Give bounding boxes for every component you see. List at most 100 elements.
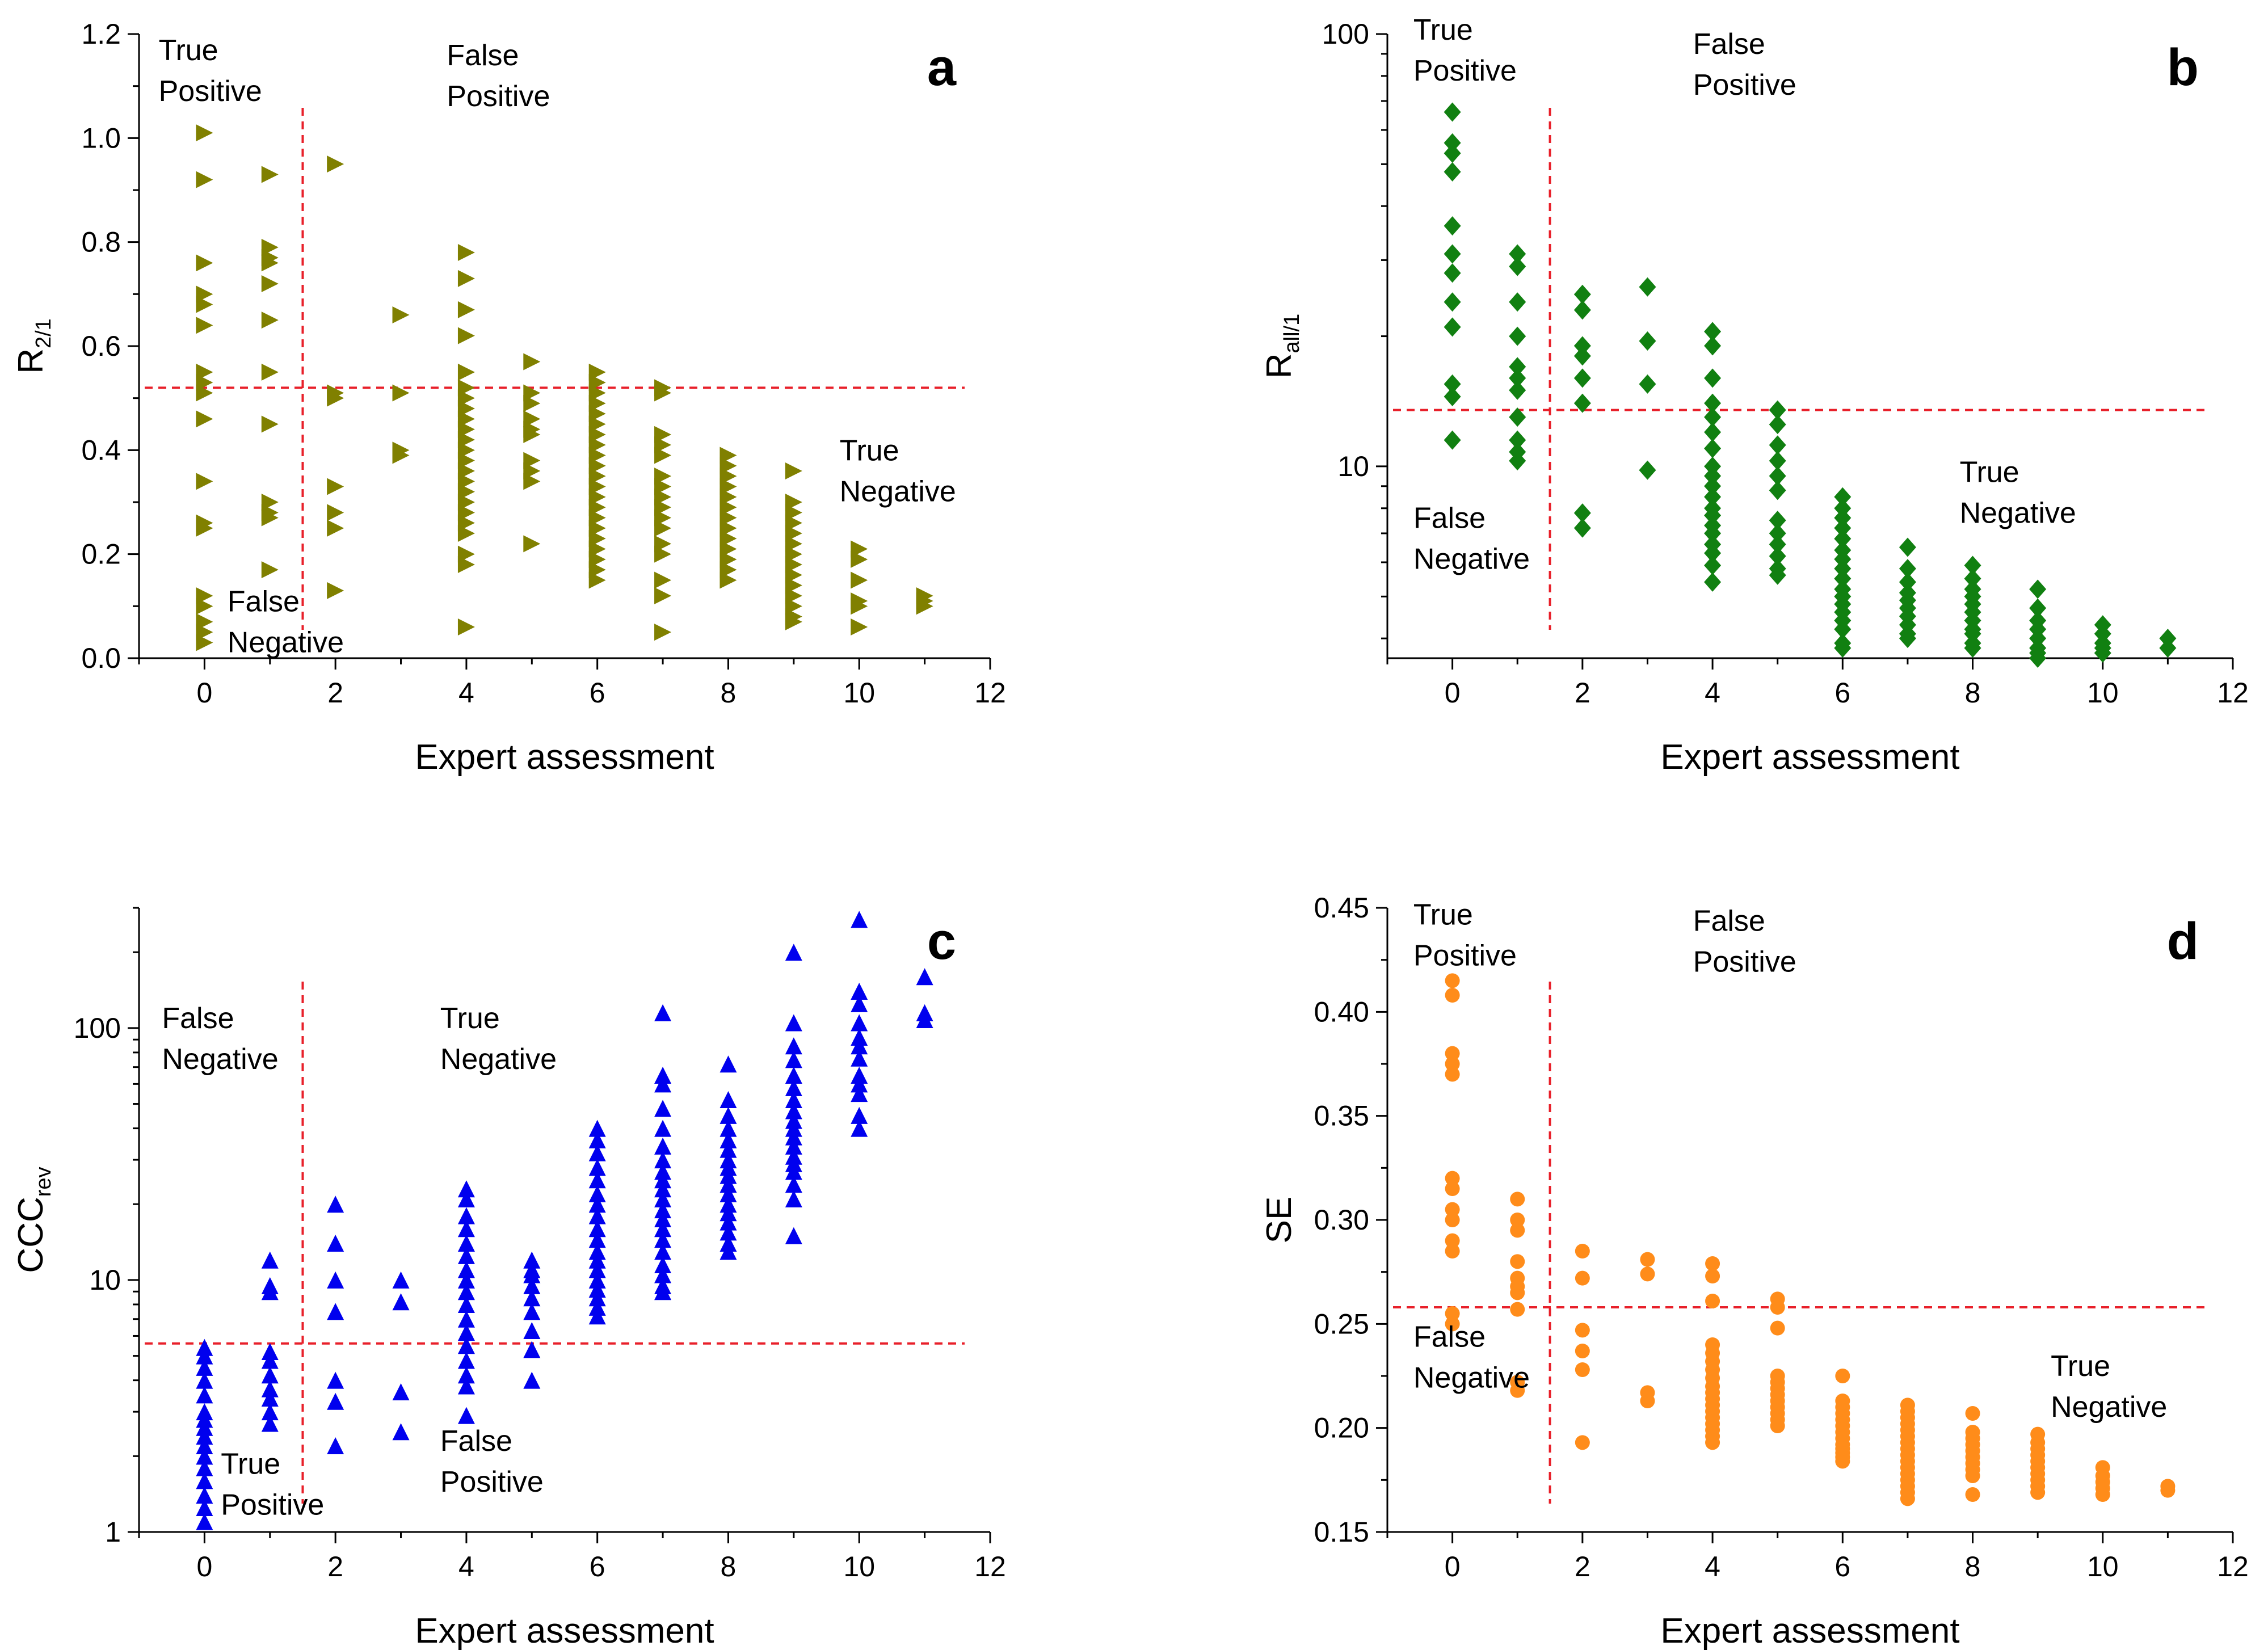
data-point bbox=[1770, 1419, 1785, 1433]
data-point bbox=[196, 384, 213, 402]
data-point bbox=[1444, 317, 1461, 337]
data-point bbox=[1835, 1369, 1850, 1383]
panel-letter: c bbox=[927, 912, 956, 970]
quadrant-label: False Positive bbox=[1693, 28, 1796, 102]
data-point bbox=[261, 166, 279, 183]
data-point bbox=[327, 504, 344, 521]
data-point bbox=[327, 1271, 344, 1289]
data-point bbox=[261, 312, 279, 329]
data-point bbox=[654, 519, 672, 537]
data-point bbox=[196, 634, 213, 651]
data-point bbox=[1834, 559, 1852, 579]
quadrant-label: True Negative bbox=[1960, 456, 2076, 530]
data-point bbox=[457, 1261, 475, 1278]
x-axis-title: Expert assessment bbox=[415, 738, 714, 777]
data-point bbox=[1640, 1394, 1655, 1408]
data-point bbox=[2160, 1483, 2176, 1498]
data-point bbox=[196, 1459, 213, 1476]
y-tick-label: 0.40 bbox=[1314, 996, 1369, 1028]
data-point bbox=[327, 582, 344, 599]
data-point bbox=[916, 597, 933, 615]
data-point bbox=[785, 1066, 802, 1084]
data-point bbox=[196, 1347, 213, 1365]
data-point bbox=[1509, 244, 1526, 264]
data-point bbox=[1964, 569, 1981, 588]
data-point bbox=[851, 1119, 868, 1137]
data-point bbox=[1965, 1468, 1980, 1483]
data-point bbox=[588, 1119, 606, 1137]
data-point bbox=[261, 1366, 279, 1384]
data-point bbox=[1509, 368, 1526, 388]
data-point bbox=[1575, 1344, 1590, 1358]
data-point bbox=[1835, 1454, 1850, 1469]
data-point bbox=[1445, 1181, 1460, 1196]
data-point bbox=[261, 509, 279, 527]
data-point bbox=[719, 1176, 737, 1193]
data-point bbox=[261, 1283, 279, 1300]
data-point bbox=[1445, 1306, 1460, 1321]
data-point bbox=[1573, 346, 1591, 366]
data-point bbox=[654, 1075, 672, 1093]
data-point bbox=[457, 1247, 475, 1264]
data-point bbox=[196, 1428, 213, 1445]
data-point bbox=[523, 1322, 541, 1340]
data-point bbox=[1445, 988, 1460, 1003]
data-point bbox=[588, 1144, 606, 1161]
data-point bbox=[1769, 435, 1786, 455]
data-point bbox=[2029, 598, 2047, 618]
data-point bbox=[196, 124, 213, 142]
data-point bbox=[785, 1137, 802, 1155]
data-point bbox=[1509, 380, 1526, 400]
data-point bbox=[1444, 102, 1461, 122]
data-point bbox=[1573, 503, 1591, 523]
data-point bbox=[785, 1227, 802, 1244]
data-point bbox=[1575, 1244, 1590, 1258]
data-point bbox=[1834, 569, 1852, 588]
data-point bbox=[1704, 555, 1722, 575]
data-point bbox=[1445, 1233, 1460, 1248]
data-point bbox=[457, 1271, 475, 1289]
data-point bbox=[523, 1303, 541, 1320]
data-point bbox=[1510, 1213, 1525, 1227]
data-point bbox=[457, 1180, 475, 1198]
data-point bbox=[1769, 546, 1786, 566]
data-point bbox=[588, 1131, 606, 1148]
quadrant-label: False Negative bbox=[228, 586, 344, 659]
data-point bbox=[851, 995, 868, 1012]
x-axis-title: Expert assessment bbox=[1660, 738, 1959, 777]
data-point bbox=[1704, 407, 1722, 427]
data-point bbox=[1834, 487, 1852, 507]
data-point bbox=[785, 1176, 802, 1193]
data-point bbox=[392, 306, 410, 323]
data-point bbox=[1445, 973, 1460, 988]
x-tick-label: 12 bbox=[974, 1551, 1006, 1582]
data-point bbox=[1444, 374, 1461, 394]
data-point bbox=[785, 1079, 802, 1096]
data-point bbox=[654, 624, 672, 641]
y-axis-title: CCCrev bbox=[11, 1167, 56, 1273]
data-point bbox=[1705, 1294, 1720, 1308]
x-tick-label: 12 bbox=[974, 677, 1006, 709]
data-point bbox=[1573, 518, 1591, 538]
data-point bbox=[457, 1324, 475, 1341]
x-tick-label: 2 bbox=[1575, 1551, 1590, 1582]
data-point bbox=[392, 1293, 410, 1311]
quadrant-label: False Negative bbox=[162, 1002, 278, 1076]
data-point bbox=[851, 571, 868, 589]
data-point bbox=[457, 327, 475, 344]
data-point bbox=[851, 618, 868, 635]
data-point bbox=[457, 1190, 475, 1207]
data-point bbox=[2095, 1487, 2110, 1502]
data-point bbox=[196, 1513, 213, 1530]
quadrant-label: True Positive bbox=[1413, 14, 1517, 87]
quadrant-label: True Positive bbox=[1413, 898, 1517, 972]
x-axis-title: Expert assessment bbox=[1660, 1611, 1959, 1650]
data-point bbox=[196, 1419, 213, 1436]
quadrant-label: False Positive bbox=[1693, 904, 1796, 978]
data-point bbox=[327, 1303, 344, 1320]
data-point bbox=[654, 571, 672, 589]
y-tick-label: 0.15 bbox=[1314, 1516, 1369, 1548]
data-point bbox=[1445, 1046, 1460, 1061]
data-point bbox=[327, 478, 344, 495]
data-point bbox=[1510, 1383, 1525, 1398]
